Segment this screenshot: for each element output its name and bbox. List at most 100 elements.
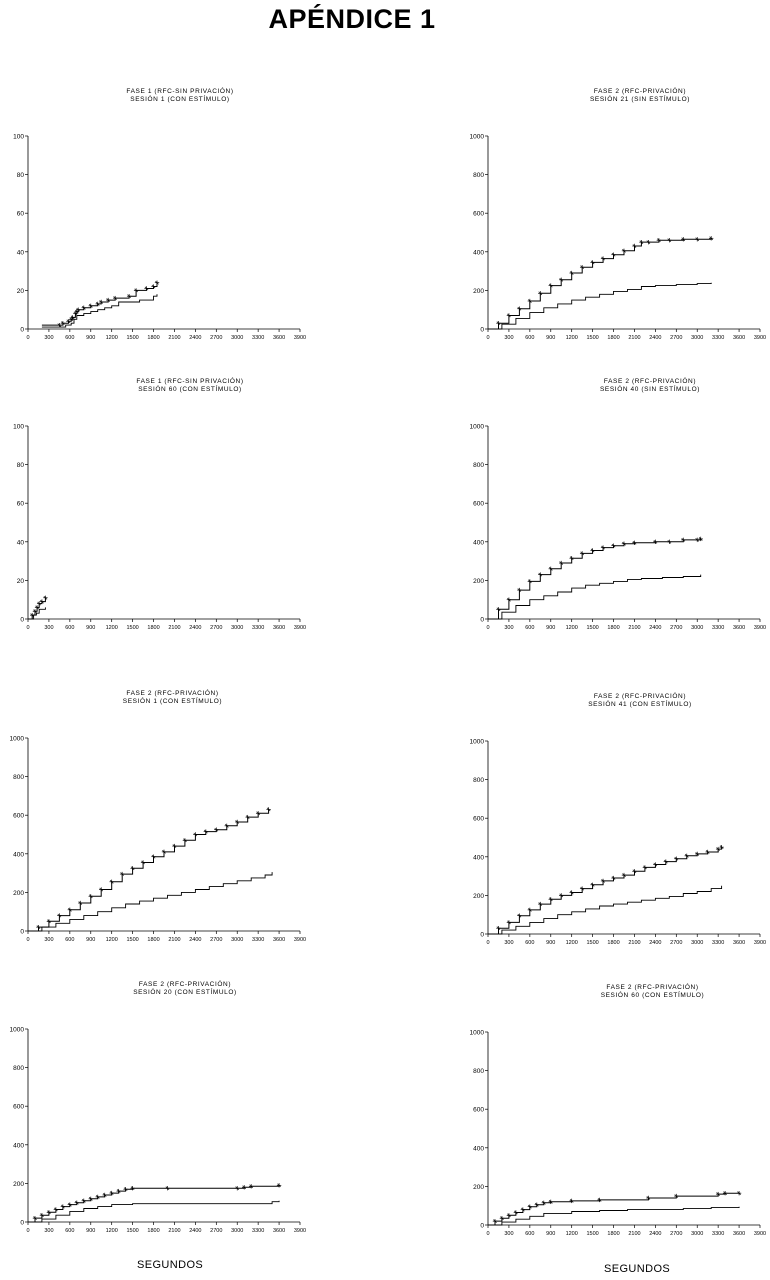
x-tick-label: 2700 [670,940,682,946]
series-marker [53,1207,59,1212]
x-tick-label: 900 [86,937,95,943]
x-tick-label: 3300 [252,937,264,943]
series-marker [513,1210,519,1215]
x-tick-label: 3300 [252,1228,264,1234]
series-marker [112,295,118,301]
chart-subtitle: SESIÓN 1 (CON ESTÍMULO) [130,96,230,103]
x-tick-label: 2400 [649,335,661,341]
y-tick-label: 600 [473,211,484,218]
x-tick-label: 300 [44,625,53,631]
x-tick-label: 3900 [754,940,766,946]
series-marker [590,548,595,553]
series-marker [165,1186,170,1191]
y-tick-label: 1000 [10,1027,25,1034]
x-tick-label: 2100 [168,937,180,943]
x-tick-label: 300 [504,335,513,341]
series-marker [621,541,627,546]
x-tick-label: 2400 [189,1228,201,1234]
y-tick-label: 800 [473,777,484,784]
series-marker [695,537,700,543]
y-tick-label: 20 [17,288,25,295]
series-marker [695,851,700,857]
x-tick-label: 3600 [733,1231,745,1237]
series-line-0 [488,538,702,620]
y-tick-label: 60 [17,211,25,218]
series-marker [99,299,104,305]
x-tick-label: 1800 [147,1228,159,1234]
series-marker [57,913,62,918]
y-tick-label: 400 [473,249,484,256]
series-line-1 [488,1206,740,1226]
series-marker [579,265,585,270]
y-tick-label: 40 [17,249,25,256]
x-tick-label: 3900 [754,1231,766,1237]
series-marker [715,846,721,852]
chart-subtitle: SESIÓN 40 (SIN ESTÍMULO) [599,386,700,393]
series-marker [151,854,156,859]
x-tick-label: 2400 [189,335,201,341]
series-marker [235,819,240,825]
x-tick-label: 1500 [586,940,598,946]
chart-plot: 0 200 400 600 800 1000 0 300 600 900 1200 1500 1800 2… [470,739,767,947]
y-tick-label: 1000 [470,739,485,746]
y-tick-label: 0 [20,929,24,936]
chart-subtitle: SESIÓN 60 (CON ESTÍMULO) [600,992,705,999]
series-marker [538,901,543,907]
series-marker [95,1194,100,1200]
series-marker [538,291,543,296]
x-tick-label: 2100 [168,335,180,341]
series-marker [681,237,686,242]
series-marker [76,307,81,312]
y-tick-label: 0 [480,932,484,939]
series-line-1 [28,1200,280,1223]
x-tick-label: 3000 [691,940,703,946]
x-tick-label: 1800 [147,625,159,631]
x-tick-label: 300 [44,335,53,341]
x-tick-label: 2700 [210,1228,222,1234]
y-tick-label: 0 [480,1223,484,1230]
series-marker [70,315,75,320]
series-marker [722,1190,728,1196]
series-marker [646,239,651,245]
series-marker [719,844,724,850]
x-tick-label: 300 [504,940,513,946]
series-marker [569,1198,574,1204]
x-tick-label: 0 [486,625,489,631]
series-marker [639,239,644,245]
series-marker [203,829,209,834]
chart-title: FASE 2 (RFC-PRIVACIÓN) [593,88,687,95]
y-tick-label: 20 [17,578,25,585]
series-marker [74,1200,80,1205]
series-marker [109,879,114,884]
series-marker [99,887,104,892]
series-marker [43,595,48,600]
series-marker [548,1199,553,1205]
series-marker [506,313,512,318]
series-marker [534,1202,540,1207]
x-tick-label: 3000 [231,625,243,631]
y-tick-label: 0 [20,1220,24,1227]
series-marker [656,238,662,243]
series-marker [506,597,512,602]
series-marker [106,297,111,303]
chart-plot: 0 20 40 60 80 100 0 300 600 900 1200 1500 1800 2100 24… [13,134,306,342]
chart-subtitle: SESIÓN 21 (SIN ESTÍMULO) [589,96,690,103]
x-tick-label: 2700 [670,1231,682,1237]
series-marker [517,587,522,593]
x-tick-label: 300 [504,625,513,631]
x-tick-label: 600 [525,625,534,631]
series-marker [57,322,62,328]
series-marker [182,838,188,843]
series-marker [705,849,710,855]
y-tick-label: 600 [473,501,484,508]
chart-plot: 0 200 400 600 800 1000 0 300 600 900 1200 1500 1800 2… [470,1030,767,1238]
series-marker [579,551,585,556]
series-marker [144,286,149,291]
y-tick-label: 800 [473,172,484,179]
x-tick-label: 900 [86,625,95,631]
series-marker [527,579,533,584]
x-tick-label: 900 [546,940,555,946]
series-marker [695,237,700,242]
series-marker [88,303,93,309]
series-marker [492,1218,498,1224]
